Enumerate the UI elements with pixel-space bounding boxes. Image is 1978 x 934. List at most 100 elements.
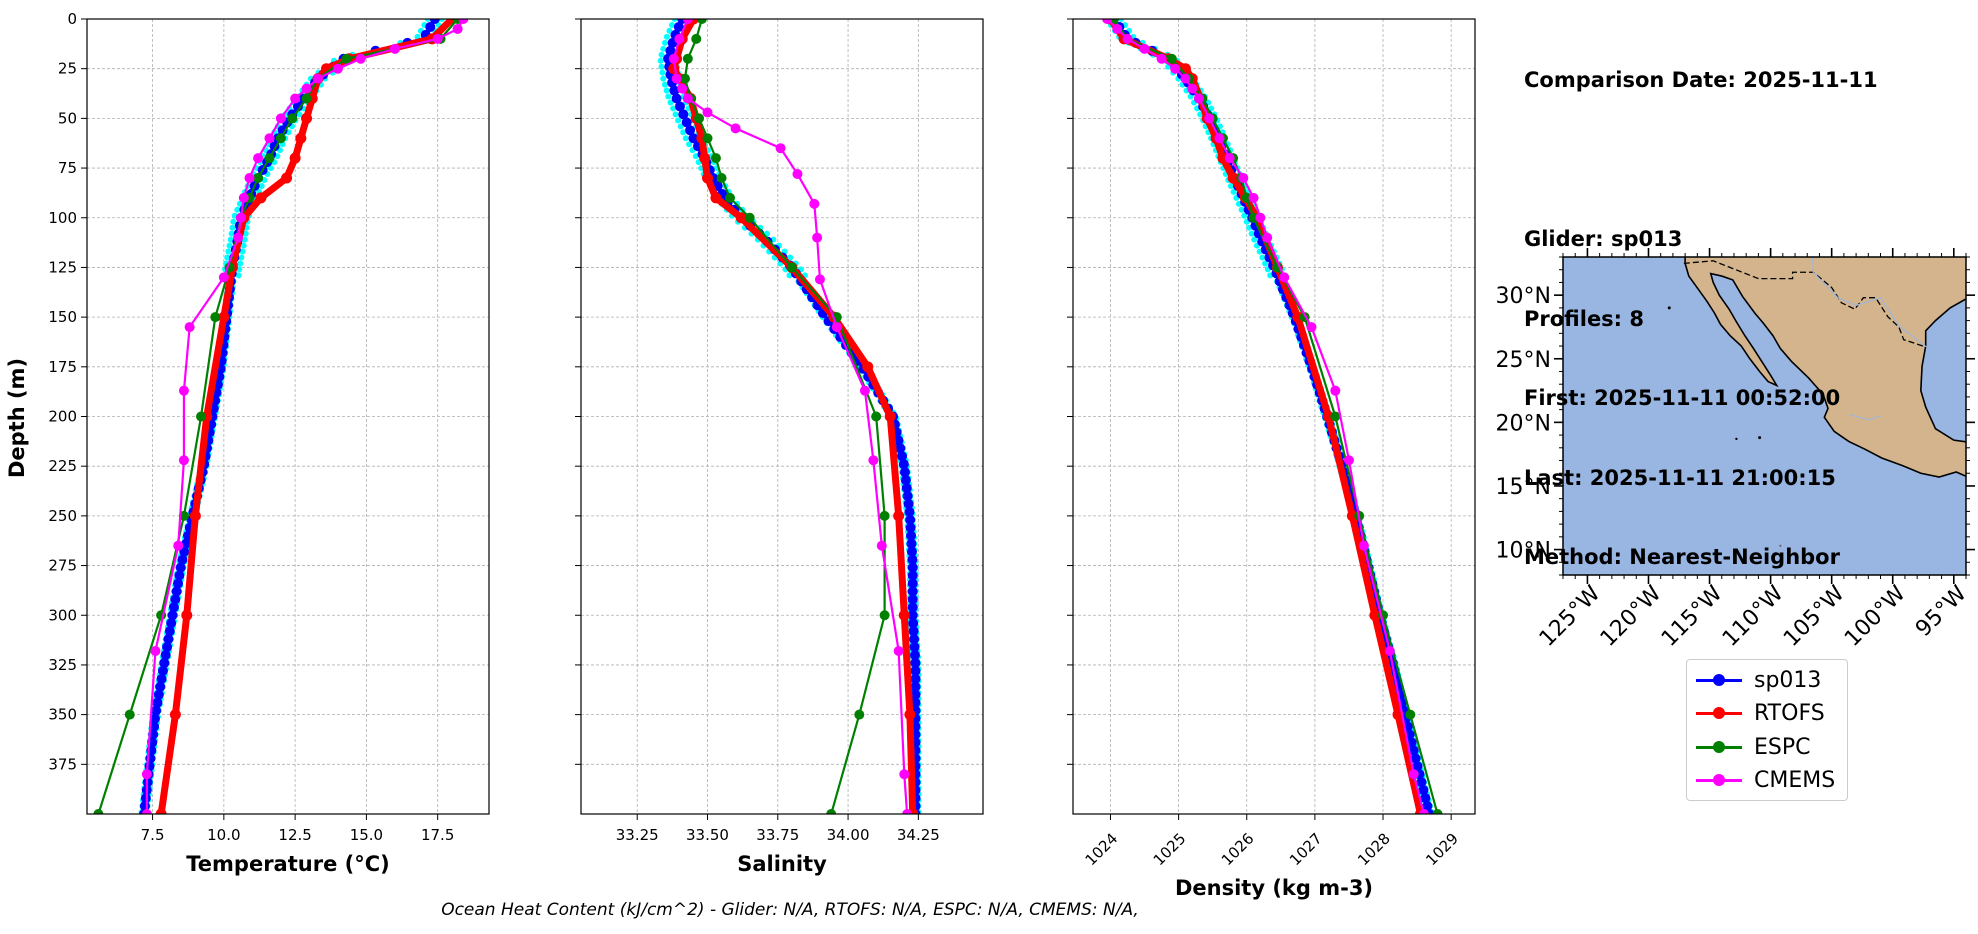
cmems-point (1156, 53, 1167, 64)
x-tick-label: 1029 (1422, 829, 1462, 869)
depth-axis-label: Depth (m) (5, 358, 29, 478)
cmems-point (1418, 809, 1429, 814)
cmems-point (150, 646, 161, 657)
sp013-point (160, 650, 171, 660)
cmems-point (178, 455, 189, 466)
legend-label: CMEMS (1754, 767, 1836, 793)
espc-point (694, 113, 705, 124)
espc-point (826, 809, 837, 814)
espc-line (683, 19, 886, 814)
map-lat-label: 30°N (1496, 284, 1551, 309)
cmems-point (1248, 192, 1259, 203)
sp013-point (170, 594, 181, 605)
sp013-point (908, 618, 919, 629)
island (1779, 544, 1782, 547)
sp013-point (159, 657, 170, 668)
sp013-point (155, 681, 166, 692)
cmems-point (1330, 385, 1341, 396)
cmems-point (233, 232, 244, 243)
glider-profile-point (657, 57, 664, 64)
series-group (657, 19, 922, 814)
sp013-point (910, 689, 921, 700)
map-frame (1562, 256, 1967, 576)
cmems-point (730, 123, 741, 134)
sp013-line (1112, 19, 1431, 814)
rtofs-point (301, 112, 313, 124)
espc-point (287, 113, 298, 124)
x-tick-label: 1028 (1354, 829, 1394, 869)
cmems-point (859, 385, 870, 396)
glider-profile-point (1251, 236, 1258, 243)
sp013-point (665, 45, 676, 56)
glider-profile-point (660, 75, 667, 82)
cmems-point (178, 385, 189, 396)
cmems-point (184, 322, 195, 333)
glider-profile-point (665, 93, 672, 100)
series-group (1102, 19, 1443, 814)
sp013-point (174, 570, 185, 581)
cmems-point (1139, 43, 1150, 54)
glider-profile-point (239, 248, 246, 255)
sp013-point (1410, 753, 1421, 764)
map-lat-label: 25°N (1496, 348, 1551, 373)
espc-point (210, 312, 221, 323)
glider-profile-point (787, 254, 794, 261)
sp013-point (907, 610, 918, 621)
x-tick-label: 12.5 (278, 826, 311, 844)
rtofs-point (255, 192, 267, 204)
glider-profile-point (677, 123, 684, 130)
sp013-point (904, 506, 915, 517)
espc-point (301, 93, 312, 104)
cmems-point (141, 769, 152, 780)
y-tick-label: 200 (48, 408, 77, 426)
x-tick-label: 33.50 (686, 826, 729, 844)
glider-profile-point (667, 99, 674, 106)
glider-profile-point (296, 111, 303, 118)
y-tick-label: 75 (58, 159, 77, 177)
glider-profile-point (414, 33, 421, 40)
glider-profile-point (224, 254, 231, 261)
glider-profile-point (661, 39, 668, 46)
glider-profile-point (660, 45, 667, 52)
espc-point (691, 33, 702, 44)
cmems-point (1194, 93, 1205, 104)
glider-profile-point (680, 129, 687, 136)
y-tick-label: 375 (48, 755, 77, 773)
sp013-point (152, 697, 163, 708)
espc-point (275, 133, 286, 144)
legend-label: RTOFS (1754, 700, 1825, 726)
cmems-point (677, 83, 688, 94)
cmems-point (235, 212, 246, 223)
y-tick-label: 350 (48, 706, 77, 724)
glider-profile-point (225, 248, 232, 255)
cmems-point (141, 809, 152, 814)
rtofs-point (710, 192, 722, 204)
sp013-point (149, 721, 160, 732)
glider-profile-point (658, 51, 665, 58)
sp013-point (907, 594, 918, 605)
espc-point (702, 133, 713, 144)
cmems-point (238, 192, 249, 203)
cmems-point (1408, 769, 1419, 780)
sp013-point (671, 93, 682, 104)
info-glider: Glider: sp013 (1524, 227, 1683, 251)
glider-profile-point (1262, 260, 1269, 267)
map-lat-label: 10°N (1496, 539, 1551, 564)
y-tick-label: 50 (58, 109, 77, 127)
sp013-point (907, 554, 918, 565)
espc-point (253, 173, 264, 183)
island (1667, 306, 1671, 310)
info-comparison-date: Comparison Date: 2025-11-11 (1524, 68, 1878, 92)
sp013-point (425, 21, 436, 32)
island (1735, 437, 1738, 441)
cmems-point (1343, 455, 1354, 466)
info-method: Method: Nearest-Neighbor (1524, 545, 1840, 569)
cmems-point (1255, 212, 1266, 223)
island (1758, 436, 1762, 440)
y-tick-label: 125 (48, 258, 77, 276)
y-tick-label: 0 (67, 10, 77, 28)
glider-profile-point (240, 242, 247, 249)
y-tick-label: 225 (48, 457, 77, 475)
x-axis-label: Salinity (737, 852, 827, 876)
